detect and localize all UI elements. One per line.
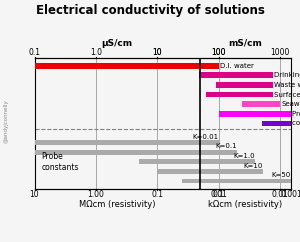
Bar	[139, 159, 255, 164]
Text: mS/cm: mS/cm	[229, 39, 262, 48]
Text: μS/cm: μS/cm	[102, 39, 133, 48]
Text: Drinking water: Drinking water	[274, 72, 300, 78]
Text: Surface water: Surface water	[274, 91, 300, 98]
Text: 10: 10	[152, 48, 162, 57]
Text: 1.0: 1.0	[90, 48, 102, 57]
Text: K=1.0: K=1.0	[234, 153, 255, 159]
Text: 10: 10	[152, 48, 162, 57]
Text: 0.1: 0.1	[151, 190, 163, 199]
Text: 0.1: 0.1	[213, 190, 225, 199]
Text: 100: 100	[211, 48, 226, 57]
Text: K=0.01: K=0.01	[193, 134, 219, 140]
Text: 0.01: 0.01	[210, 190, 227, 199]
Text: 0.001: 0.001	[280, 190, 300, 199]
Bar	[219, 111, 291, 117]
Text: 1.00: 1.00	[87, 190, 104, 199]
Text: 100: 100	[211, 48, 226, 57]
Text: Seawater: Seawater	[281, 101, 300, 107]
Bar	[182, 179, 291, 183]
Text: Electrical conductivity of solutions: Electrical conductivity of solutions	[36, 4, 264, 17]
Text: Probe
constants: Probe constants	[41, 152, 79, 172]
Bar	[157, 169, 263, 174]
Text: @andyjconnelly: @andyjconnelly	[4, 99, 9, 143]
Bar	[215, 82, 273, 88]
Bar	[34, 140, 219, 145]
Bar	[34, 63, 219, 69]
Text: 10: 10	[30, 190, 39, 199]
Text: MΩcm (resistivity): MΩcm (resistivity)	[79, 200, 156, 209]
Text: conc. acid: conc. acid	[292, 121, 300, 126]
Text: K=0.1: K=0.1	[215, 143, 237, 149]
Text: Process water: Process water	[292, 111, 300, 117]
Text: 0.1: 0.1	[28, 48, 40, 57]
Bar	[262, 121, 291, 126]
Bar	[199, 73, 273, 78]
Text: 1000: 1000	[270, 48, 290, 57]
Text: Waste water: Waste water	[274, 82, 300, 88]
Bar	[242, 101, 280, 107]
Bar	[206, 92, 273, 98]
Bar	[34, 150, 237, 155]
Text: 0.01: 0.01	[272, 190, 288, 199]
Text: K=10: K=10	[243, 163, 263, 169]
Text: K=50: K=50	[272, 172, 291, 178]
Text: kΩcm (resistivity): kΩcm (resistivity)	[208, 200, 283, 209]
Text: D.I. water: D.I. water	[220, 63, 254, 69]
